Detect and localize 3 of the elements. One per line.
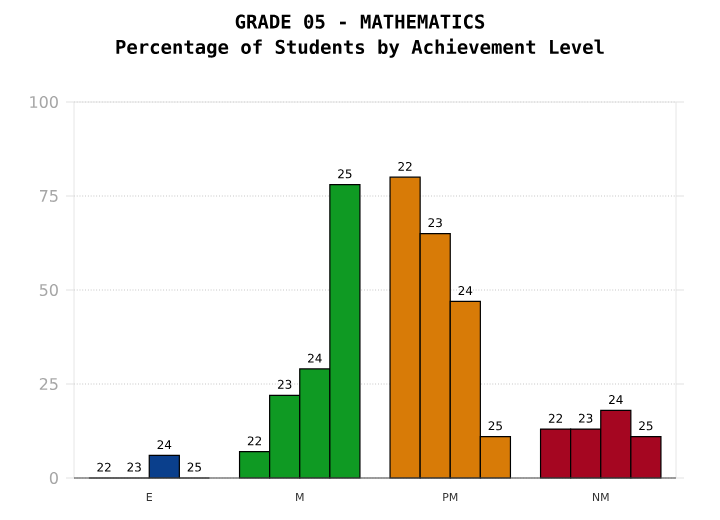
chart-subtitle: Percentage of Students by Achievement Level	[116, 38, 604, 58]
bar	[148, 454, 180, 479]
chart-title: GRADE 05 - MATHEMATICS	[235, 14, 485, 29]
